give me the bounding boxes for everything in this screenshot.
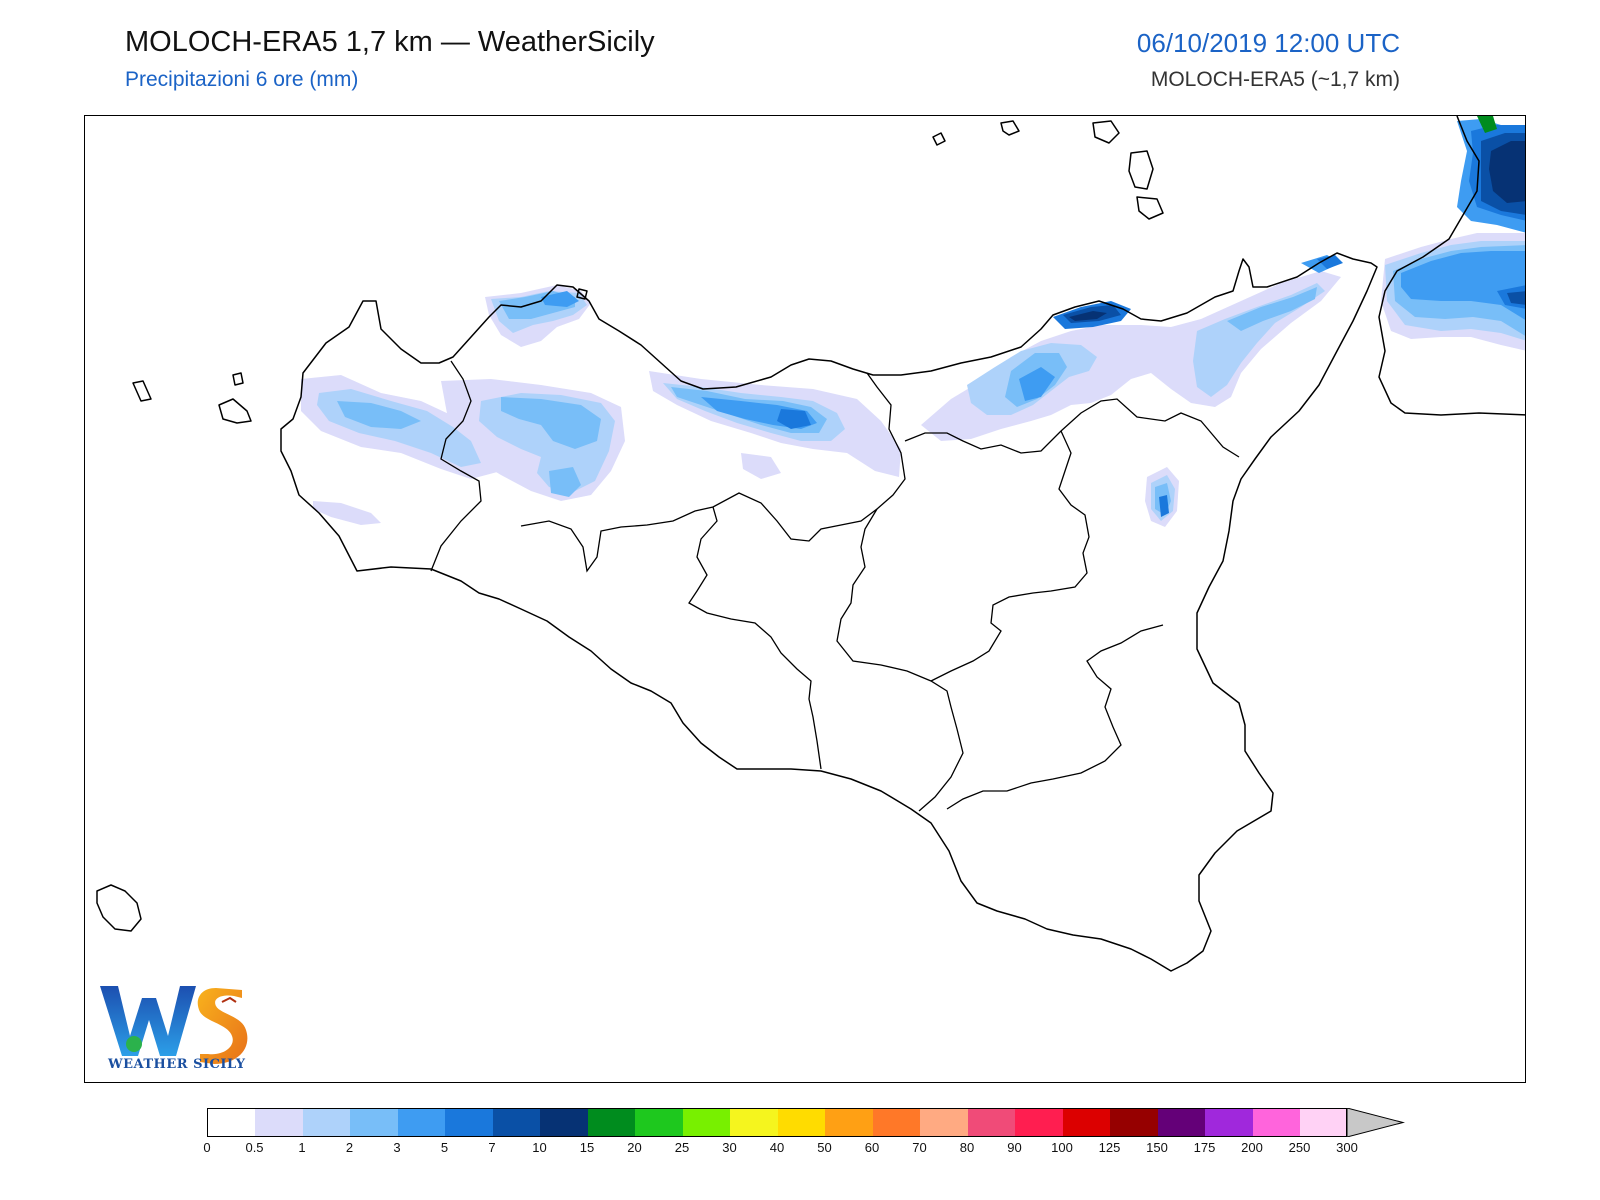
forecast-datetime: 06/10/2019 12:00 UTC	[1136, 28, 1400, 58]
precip-contour-p-3	[1401, 251, 1525, 320]
colorbar-bin	[824, 1108, 873, 1137]
colorbar-bin	[492, 1108, 540, 1137]
colorbar-extend-arrow	[1347, 1108, 1405, 1137]
colorbar-bin	[1062, 1108, 1110, 1137]
map-canvas	[96, 116, 1525, 972]
map-panel	[84, 115, 1526, 1083]
logo-text: WEATHER SICILY	[108, 1057, 246, 1072]
colorbar-bin	[1204, 1108, 1253, 1137]
colorbar-tick-label: 10	[532, 1140, 547, 1155]
colorbar-tick-label: 70	[912, 1140, 927, 1155]
island-lipari	[1128, 150, 1154, 190]
colorbar-bin	[777, 1108, 825, 1137]
colorbar-bin	[349, 1108, 398, 1137]
logo-mark	[100, 986, 248, 1064]
colorbar-tick-label: 300	[1336, 1140, 1358, 1155]
colorbar-bin	[397, 1108, 445, 1137]
colorbar-bin	[682, 1108, 730, 1137]
colorbar-tick-label: 2	[345, 1140, 354, 1155]
colorbar-bin	[872, 1108, 920, 1137]
precip-contour-p-2	[1227, 287, 1317, 331]
colorbar-bin	[1109, 1108, 1158, 1137]
colorbar-tick-label: 250	[1288, 1140, 1311, 1155]
colorbar-tick-label: 200	[1241, 1140, 1263, 1155]
calabria-coast	[1378, 116, 1525, 416]
colorbar-bin	[207, 1108, 255, 1137]
island-salina	[1092, 120, 1120, 144]
colorbar-bin	[444, 1108, 493, 1137]
precip-contour-p-5	[1317, 255, 1343, 269]
island-pantelleria	[96, 884, 142, 932]
precip-contour-p-0_5	[741, 453, 781, 479]
precip-contour-p-15	[1477, 116, 1497, 133]
colorbar-bin	[967, 1108, 1015, 1137]
precip-contour-p-0_5	[313, 501, 381, 525]
precip-contour-p-5	[777, 409, 811, 429]
colorbar-tick-label: 25	[674, 1140, 690, 1155]
map-subtitle: Precipitazioni 6 ore (mm)	[125, 68, 359, 91]
precip-contour-p-2	[549, 467, 581, 497]
precip-contour-p-1	[1193, 283, 1325, 397]
colorbar-tick-label: 3	[393, 1140, 401, 1155]
colorbar-tick-label: 5	[440, 1140, 449, 1155]
province-borders	[430, 360, 1240, 812]
coastline-layer	[96, 116, 1525, 972]
colorbar-tick-label: 0	[203, 1140, 211, 1155]
weathersicily-logo	[96, 984, 256, 1074]
colorbar-tick-label: 175	[1193, 1140, 1216, 1155]
precip-contour-p-7	[1507, 291, 1525, 305]
precip-contour-p-3	[1019, 367, 1055, 401]
colorbar-bin	[729, 1108, 778, 1137]
island-ustica	[576, 288, 588, 300]
colorbar-tick-label: 150	[1146, 1140, 1168, 1155]
colorbar-tick-label: 80	[959, 1140, 975, 1155]
precip-contour-p-2	[501, 397, 601, 449]
island-levanzo	[232, 372, 244, 386]
colorbar-tick-label: 50	[817, 1140, 832, 1155]
colorbar-tick-label: 0.5	[245, 1140, 264, 1155]
colorbar-bin	[1014, 1108, 1063, 1137]
colorbar-bin	[254, 1108, 303, 1137]
colorbar-tick-label: 7	[488, 1140, 496, 1155]
colorbar-tick-label: 15	[579, 1140, 595, 1155]
precipitation-colorbar	[207, 1108, 1407, 1137]
island-alicudi	[932, 132, 946, 146]
colorbar-tick-label: 125	[1098, 1140, 1121, 1155]
island-filicudi	[1000, 120, 1020, 136]
precip-contour-p-10	[1069, 311, 1107, 321]
colorbar-tick-label: 20	[627, 1140, 642, 1155]
precip-contour-p-5	[1159, 495, 1169, 517]
colorbar-tick-label: 90	[1007, 1140, 1022, 1155]
colorbar-bin	[919, 1108, 968, 1137]
colorbar-bin	[1157, 1108, 1205, 1137]
colorbar-tick-label: 40	[769, 1140, 785, 1155]
island-vulcano	[1136, 196, 1164, 220]
colorbar-tick-label: 30	[722, 1140, 737, 1155]
colorbar-tick-label: 60	[864, 1140, 880, 1155]
model-label: MOLOCH-ERA5 (~1,7 km)	[1150, 68, 1400, 91]
precip-contour-p-3	[541, 291, 579, 307]
colorbar-bin	[634, 1108, 683, 1137]
colorbar-bin	[1299, 1108, 1348, 1137]
colorbar-bin	[1252, 1108, 1300, 1137]
precip-contour-p-2	[337, 401, 421, 429]
precipitation-layer	[301, 116, 1525, 527]
colorbar-tick-label: 1	[298, 1140, 306, 1155]
colorbar-bin	[587, 1108, 635, 1137]
sicily-coast	[280, 252, 1378, 972]
island-favignana	[218, 398, 252, 424]
island-marettimo	[132, 380, 152, 402]
map-title: MOLOCH-ERA5 1,7 km — WeatherSicily	[125, 26, 655, 58]
colorbar-bin	[539, 1108, 588, 1137]
colorbar-bin	[302, 1108, 350, 1137]
precip-contour-p-0_5	[921, 271, 1341, 441]
precip-contour-p-10	[1489, 141, 1525, 203]
colorbar-tick-label: 100	[1051, 1140, 1073, 1155]
